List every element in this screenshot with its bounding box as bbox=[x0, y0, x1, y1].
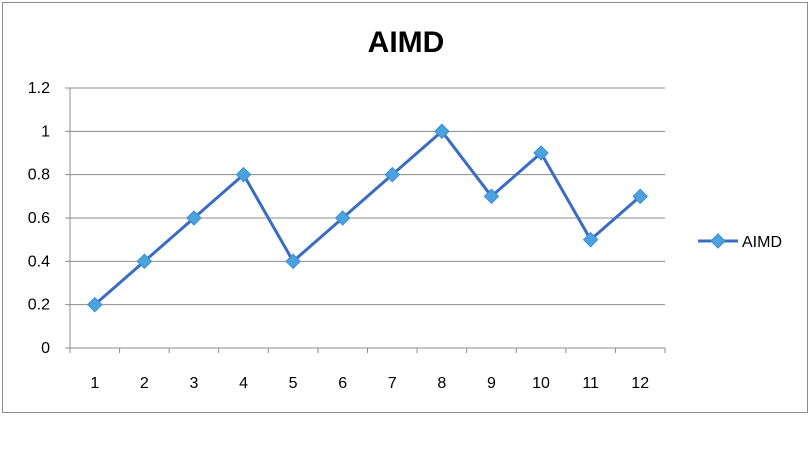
data-point-2 bbox=[136, 253, 153, 270]
series-line-0 bbox=[93, 129, 642, 306]
x-tick-label-1: 1 bbox=[90, 375, 99, 392]
gridlines bbox=[70, 87, 665, 306]
data-point-6 bbox=[334, 210, 351, 226]
x-tick-label-8: 8 bbox=[437, 375, 446, 392]
y-tick-label-0.4: 0.4 bbox=[28, 253, 50, 270]
data-point-7 bbox=[384, 166, 401, 183]
x-tick-label-12: 12 bbox=[631, 375, 649, 392]
y-tick-label-0.8: 0.8 bbox=[28, 167, 50, 184]
data-point-5 bbox=[285, 253, 301, 270]
legend-marker-swatch bbox=[710, 233, 726, 249]
axes bbox=[65, 87, 666, 353]
data-point-8 bbox=[434, 123, 450, 140]
series-group bbox=[87, 123, 648, 313]
x-tick-label-10: 10 bbox=[532, 375, 550, 392]
data-point-10 bbox=[533, 145, 549, 161]
y-tick-label-1.2: 1.2 bbox=[28, 80, 50, 97]
x-tick-label-7: 7 bbox=[388, 375, 397, 392]
data-point-4 bbox=[235, 166, 252, 183]
chart-title: AIMD bbox=[368, 26, 445, 59]
x-tick-label-4: 4 bbox=[239, 375, 248, 392]
x-tick-label-5: 5 bbox=[289, 375, 298, 392]
x-tick-label-3: 3 bbox=[190, 375, 199, 392]
y-tick-label-0.2: 0.2 bbox=[28, 297, 50, 314]
y-tick-label-1: 1 bbox=[41, 123, 50, 140]
legend-entry-label: AIMD bbox=[742, 234, 782, 251]
x-tick-label-2: 2 bbox=[140, 375, 149, 392]
y-tick-label-0.6: 0.6 bbox=[28, 210, 50, 227]
y-tick-label-0: 0 bbox=[41, 340, 50, 357]
y-tick-labels: 0 0.2 0.4 0.6 0.8 1 1.2 bbox=[28, 80, 50, 357]
x-tick-labels: 1 2 3 4 5 6 7 8 9 10 11 12 bbox=[90, 375, 649, 392]
data-point-3 bbox=[186, 210, 202, 226]
x-tick-label-9: 9 bbox=[487, 375, 496, 392]
data-point-1 bbox=[87, 296, 103, 313]
legend: AIMD bbox=[698, 233, 782, 251]
x-tick-label-11: 11 bbox=[582, 375, 599, 392]
chart-frame bbox=[2, 2, 808, 413]
data-point-9 bbox=[483, 188, 500, 205]
x-tick-label-6: 6 bbox=[338, 375, 347, 392]
data-point-12 bbox=[632, 188, 648, 205]
data-point-11 bbox=[582, 231, 599, 248]
